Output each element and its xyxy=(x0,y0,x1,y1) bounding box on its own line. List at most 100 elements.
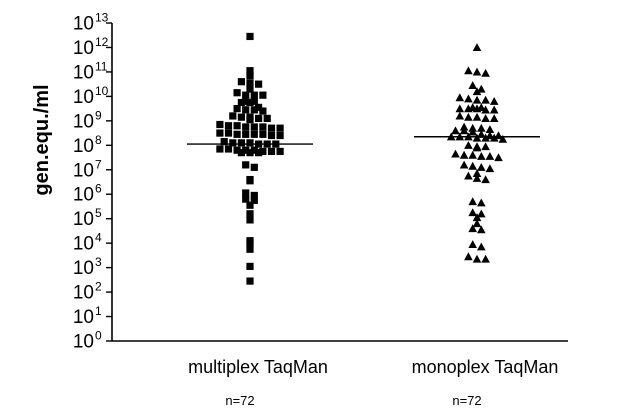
data-point-triangle xyxy=(481,95,490,104)
data-point-triangle xyxy=(451,149,460,158)
y-tick-label: 10 xyxy=(73,307,94,328)
data-point-triangle xyxy=(472,219,482,228)
data-point-square xyxy=(242,146,250,154)
data-point-triangle xyxy=(459,150,469,159)
data-point-square xyxy=(246,262,254,270)
data-point-square xyxy=(242,91,250,99)
y-tick-exponent: 1 xyxy=(95,304,102,318)
data-point-square xyxy=(246,210,254,218)
axes xyxy=(111,23,568,342)
data-point-square xyxy=(242,189,250,197)
y-tick-exponent: 13 xyxy=(95,11,109,25)
data-point-triangle xyxy=(481,175,490,184)
data-point-triangle xyxy=(494,153,503,162)
y-tick-exponent: 0 xyxy=(95,329,102,343)
data-point-triangle xyxy=(472,87,482,96)
data-point-triangle xyxy=(477,123,486,132)
data-point-triangle xyxy=(464,66,473,75)
data-point-square xyxy=(267,124,276,132)
data-point-triangle xyxy=(477,130,486,138)
data-point-triangle xyxy=(468,150,477,159)
data-point-square xyxy=(250,196,258,204)
data-point-square xyxy=(276,124,284,132)
category-label: monoplex TaqMan xyxy=(412,357,559,377)
data-point-triangle xyxy=(472,169,482,178)
data-point-square xyxy=(263,114,271,122)
data-point-square xyxy=(246,79,254,87)
data-point-triangle xyxy=(477,163,486,171)
data-point-triangle xyxy=(455,111,465,120)
y-tick-label: 10 xyxy=(73,62,94,83)
y-tick-exponent: 7 xyxy=(95,157,102,171)
data-point-square xyxy=(259,107,267,115)
y-tick-exponent: 2 xyxy=(95,280,102,294)
data-point-triangle xyxy=(464,112,473,121)
data-point-triangle xyxy=(485,152,495,160)
data-point-triangle xyxy=(468,208,477,217)
y-tick-exponent: 5 xyxy=(95,206,102,220)
data-point-triangle xyxy=(494,131,503,140)
data-point-square xyxy=(250,130,258,138)
data-point-triangle xyxy=(459,122,469,131)
data-point-square xyxy=(246,67,254,75)
data-point-square xyxy=(237,139,245,147)
y-tick-exponent: 6 xyxy=(95,182,102,196)
data-point-triangle xyxy=(481,114,490,122)
y-tick-exponent: 4 xyxy=(95,231,102,245)
y-tick-exponent: 12 xyxy=(95,35,109,49)
data-point-square xyxy=(237,98,245,107)
data-point-triangle xyxy=(468,240,477,248)
data-point-square xyxy=(246,149,254,157)
data-point-triangle xyxy=(468,161,477,170)
n-label: n=72 xyxy=(225,393,254,408)
y-tick-label: 10 xyxy=(73,283,94,304)
data-point-triangle xyxy=(468,81,477,89)
data-point-square xyxy=(242,97,250,105)
y-tick-label: 10 xyxy=(73,258,94,279)
category-labels: multiplex TaqMan monoplex TaqMan n=72 n=72 xyxy=(188,357,558,408)
data-point-square xyxy=(255,114,263,122)
data-point-square xyxy=(255,80,263,88)
y-tick-label: 10 xyxy=(73,185,94,206)
data-point-square xyxy=(246,71,254,80)
data-point-square xyxy=(233,130,241,138)
data-point-square xyxy=(250,106,258,114)
data-point-triangle xyxy=(472,67,482,76)
data-point-square xyxy=(246,201,254,209)
data-point-square xyxy=(229,139,237,147)
data-point-square xyxy=(233,105,241,113)
data-point-square xyxy=(255,149,263,157)
data-point-square xyxy=(259,147,267,156)
data-point-triangle xyxy=(481,68,490,77)
y-tick-label: 10 xyxy=(73,38,94,59)
data-point-square xyxy=(246,277,254,285)
data-point-square xyxy=(224,129,233,137)
data-point-triangle xyxy=(477,198,486,207)
data-point-square xyxy=(267,131,276,140)
data-point-square xyxy=(224,122,233,130)
data-point-square xyxy=(250,123,258,131)
data-point-triangle xyxy=(481,254,490,263)
data-point-square xyxy=(242,130,250,138)
data-point-square xyxy=(246,98,254,107)
data-point-square xyxy=(237,149,245,157)
data-point-triangle xyxy=(477,103,486,111)
data-point-square xyxy=(237,78,245,86)
data-point-triangle xyxy=(472,142,482,151)
data-point-triangle xyxy=(464,141,473,149)
y-tick-label: 10 xyxy=(73,87,94,108)
y-tick-label: 10 xyxy=(73,14,94,35)
data-point-square xyxy=(246,113,254,121)
data-point-square xyxy=(216,129,224,137)
data-point-triangle xyxy=(485,125,495,134)
data-point-square xyxy=(224,145,233,153)
median-lines xyxy=(187,136,540,145)
y-tick-exponent: 3 xyxy=(95,255,102,269)
data-point-square xyxy=(246,175,254,184)
data-point-triangle xyxy=(459,160,469,169)
data-point-triangle xyxy=(477,242,486,251)
data-point-triangle xyxy=(455,104,465,113)
y-tick-label: 10 xyxy=(73,234,94,255)
data-point-square xyxy=(267,147,276,156)
